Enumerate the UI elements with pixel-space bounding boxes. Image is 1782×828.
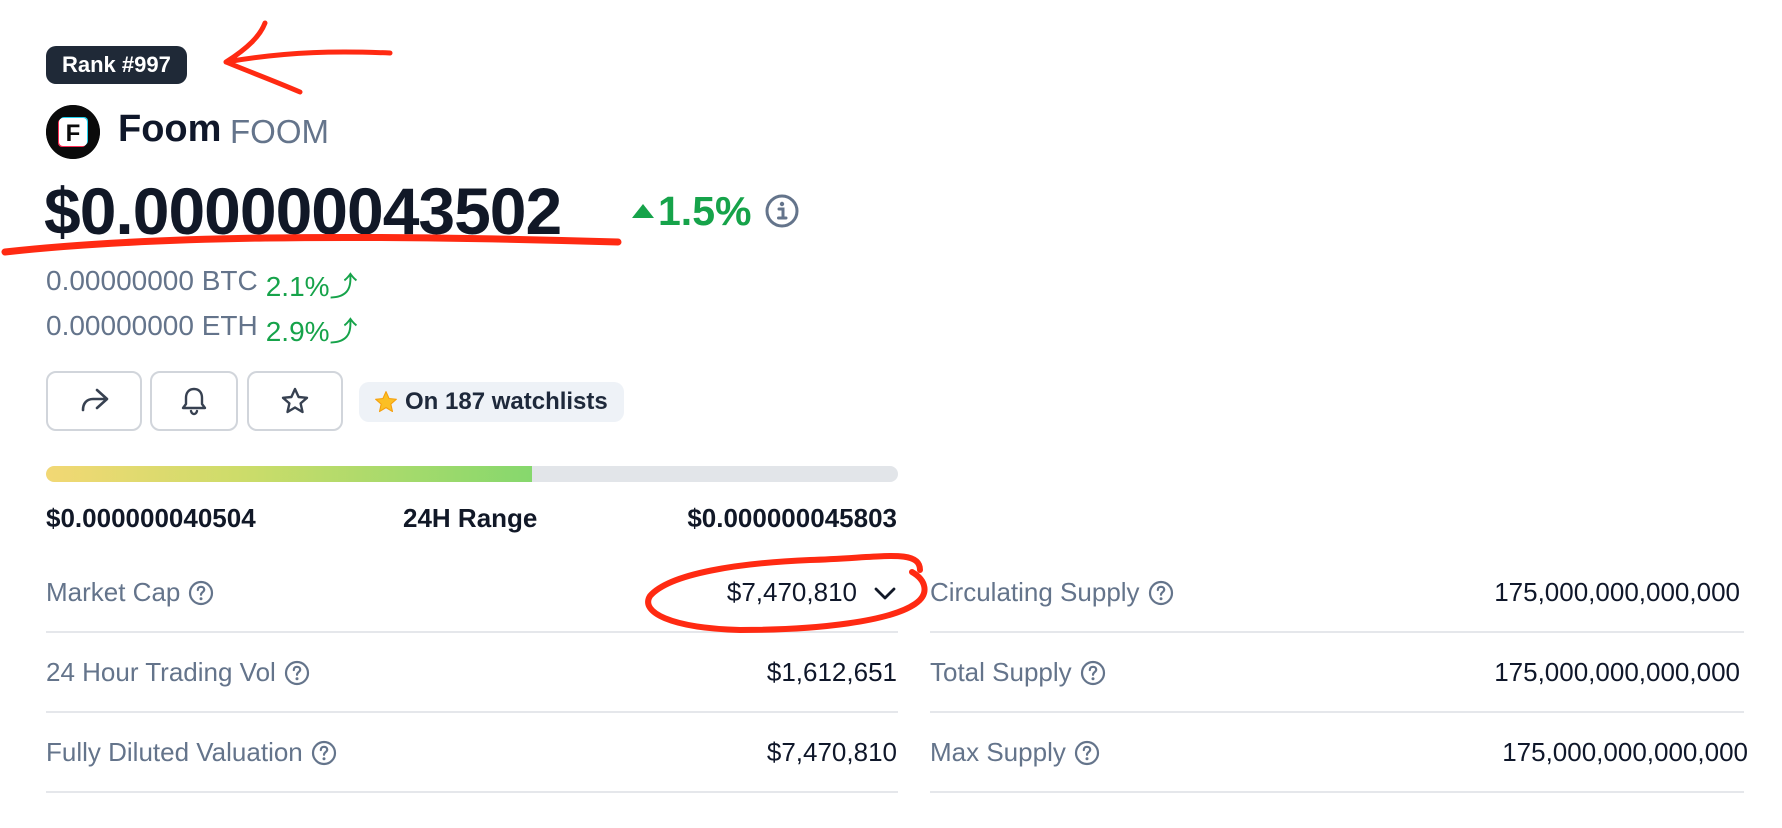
24h-range-high: $0.000000045803 — [687, 503, 897, 533]
24h-range-title: 24H Range — [403, 503, 538, 533]
chevron-down-icon — [874, 587, 896, 599]
stat-value-market-cap: $7,470,810 — [726, 577, 857, 607]
stat-label-fdv: Fully Diluted Valuation — [46, 737, 337, 768]
stat-label-total-supply: Total Supply — [930, 657, 1106, 688]
foom-logo-icon: F — [46, 105, 100, 159]
stat-label-trading-vol: 24 Hour Trading Vol — [46, 657, 310, 688]
24h-range-bar — [46, 466, 898, 482]
help-icon[interactable] — [1074, 740, 1100, 766]
share-button[interactable] — [46, 371, 142, 431]
annotation-arrow — [223, 20, 393, 95]
btc-value: 0.00000000 BTC — [46, 265, 258, 296]
bell-icon — [181, 387, 207, 416]
coin-logo: F — [46, 105, 100, 159]
divider — [46, 791, 898, 793]
help-icon[interactable] — [311, 740, 337, 766]
eth-value: 0.00000000 ETH — [46, 310, 258, 341]
btc-conversion: 0.00000000 BTC 2.1%⤴ — [46, 265, 358, 305]
coin-price: $0.000000043502 — [44, 174, 562, 248]
info-icon[interactable] — [764, 193, 800, 229]
stat-value-max-supply: 175,000,000,000,000 — [1502, 737, 1748, 767]
watchlist-count: On 187 watchlists — [359, 382, 624, 422]
price-change-value: 1.5% — [658, 188, 752, 234]
stat-label-circulating-supply: Circulating Supply — [930, 577, 1174, 608]
divider — [46, 711, 898, 713]
watchlist-label: On 187 watchlists — [405, 388, 608, 415]
stat-value-trading-vol: $1,612,651 — [766, 657, 897, 687]
price-change: 1.5% — [630, 188, 751, 234]
star-icon — [281, 387, 309, 414]
help-icon[interactable] — [1080, 660, 1106, 686]
stat-value-total-supply: 175,000,000,000,000 — [1494, 657, 1740, 687]
divider — [46, 631, 898, 633]
help-icon[interactable] — [1148, 580, 1174, 606]
market-cap-value-dropdown[interactable]: $7,470,810 — [727, 577, 897, 608]
stat-value-circulating-supply: 175,000,000,000,000 — [1494, 577, 1740, 607]
divider — [930, 711, 1744, 713]
stat-label-max-supply: Max Supply — [930, 737, 1100, 768]
24h-range-fill — [46, 466, 532, 482]
help-icon[interactable] — [284, 660, 310, 686]
coin-name: Foom — [118, 108, 222, 150]
star-filled-icon — [375, 391, 397, 413]
btc-change: 2.1%⤴ — [265, 271, 358, 302]
divider — [930, 631, 1744, 633]
coin-symbol: FOOM — [230, 113, 329, 150]
24h-range-low: $0.000000040504 — [46, 503, 256, 533]
help-icon[interactable] — [188, 580, 214, 606]
eth-conversion: 0.00000000 ETH 2.9%⤴ — [46, 310, 358, 350]
price-alert-button[interactable] — [150, 371, 238, 431]
caret-up-icon — [632, 204, 654, 218]
add-to-watchlist-button[interactable] — [247, 371, 343, 431]
logo-letter: F — [66, 120, 81, 147]
stat-label-market-cap: Market Cap — [46, 577, 214, 608]
rank-badge: Rank #997 — [46, 46, 187, 84]
stat-value-fdv: $7,470,810 — [766, 737, 897, 767]
divider — [930, 791, 1744, 793]
eth-change: 2.9%⤴ — [265, 316, 358, 347]
share-icon — [81, 388, 109, 412]
